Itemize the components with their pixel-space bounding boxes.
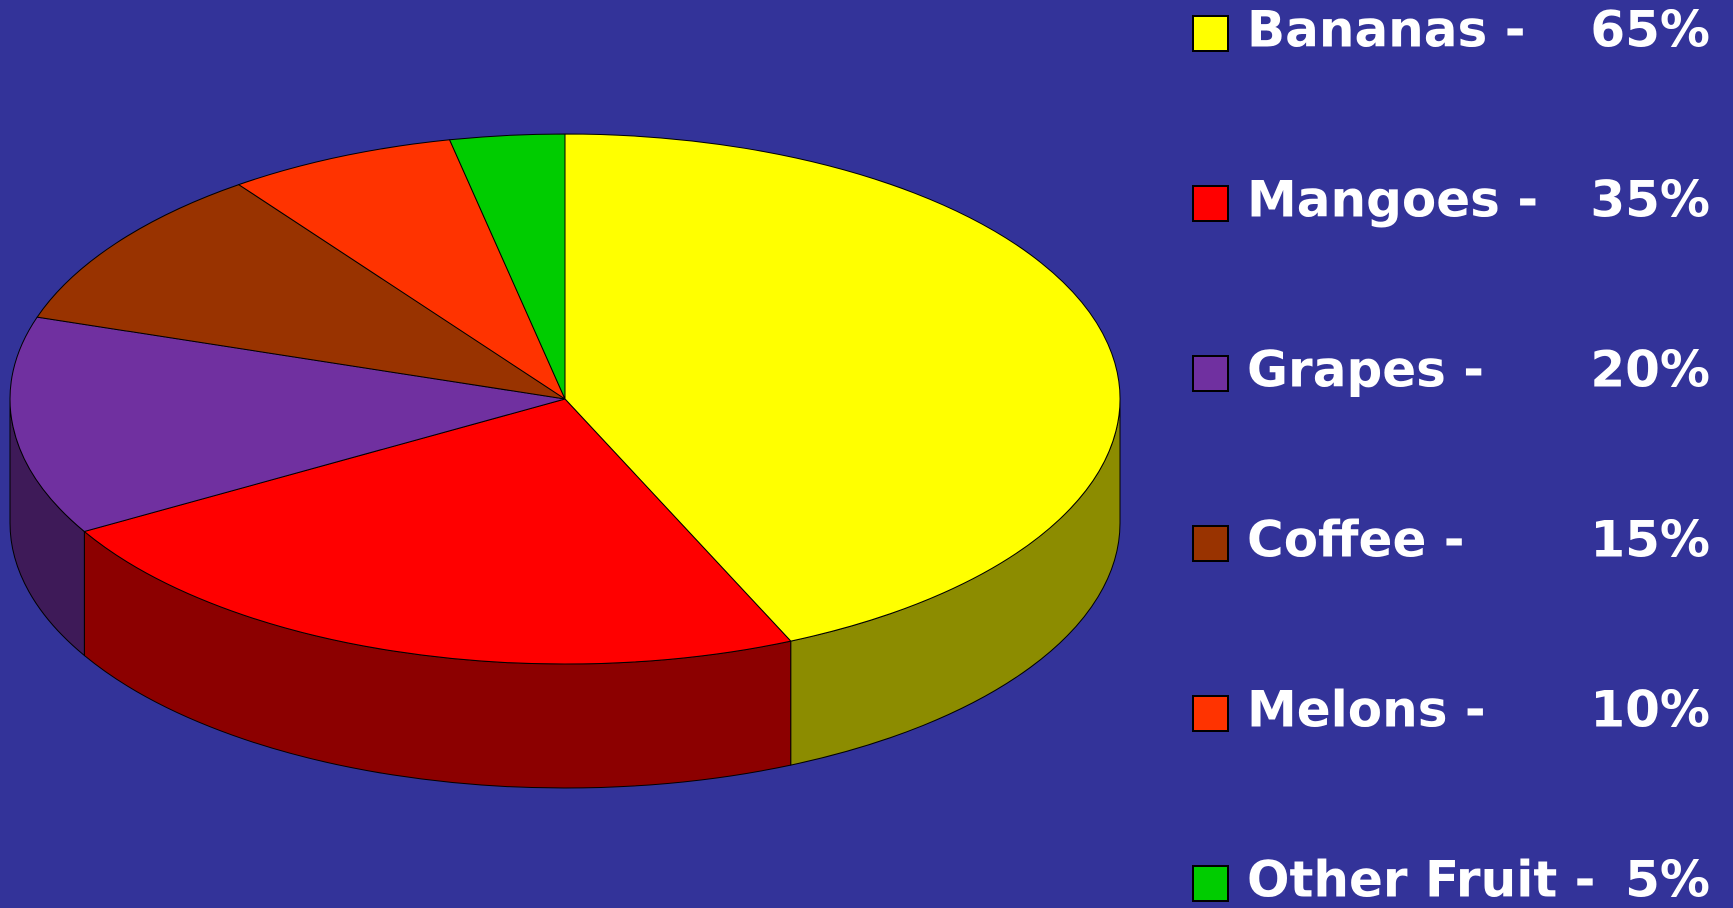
slice xyxy=(9,316,566,533)
value-label: 5% xyxy=(1625,851,1710,908)
slice xyxy=(448,133,566,400)
value-label: 15% xyxy=(1590,511,1710,569)
legend-label: Other Fruit - xyxy=(1247,851,1595,908)
legend-label: Mangoes - xyxy=(1247,171,1538,229)
value-label: 10% xyxy=(1590,681,1710,739)
legend-swatch xyxy=(1192,15,1229,52)
value-label: 20% xyxy=(1590,341,1710,399)
slice xyxy=(83,398,792,665)
value-label: 65% xyxy=(1590,1,1710,59)
legend-swatch xyxy=(1192,355,1229,392)
legend-swatch xyxy=(1192,525,1229,562)
legend-label: Bananas - xyxy=(1247,1,1525,59)
slice xyxy=(237,139,567,401)
value-label: 35% xyxy=(1590,171,1710,229)
legend-swatch xyxy=(1192,185,1229,222)
slice xyxy=(36,184,566,400)
legend-label: Coffee - xyxy=(1247,511,1465,569)
legend-label: Grapes - xyxy=(1247,341,1484,399)
legend-label: Melons - xyxy=(1247,681,1486,739)
legend-swatch xyxy=(1192,865,1229,902)
legend-swatch xyxy=(1192,695,1229,732)
slice xyxy=(564,133,1121,642)
